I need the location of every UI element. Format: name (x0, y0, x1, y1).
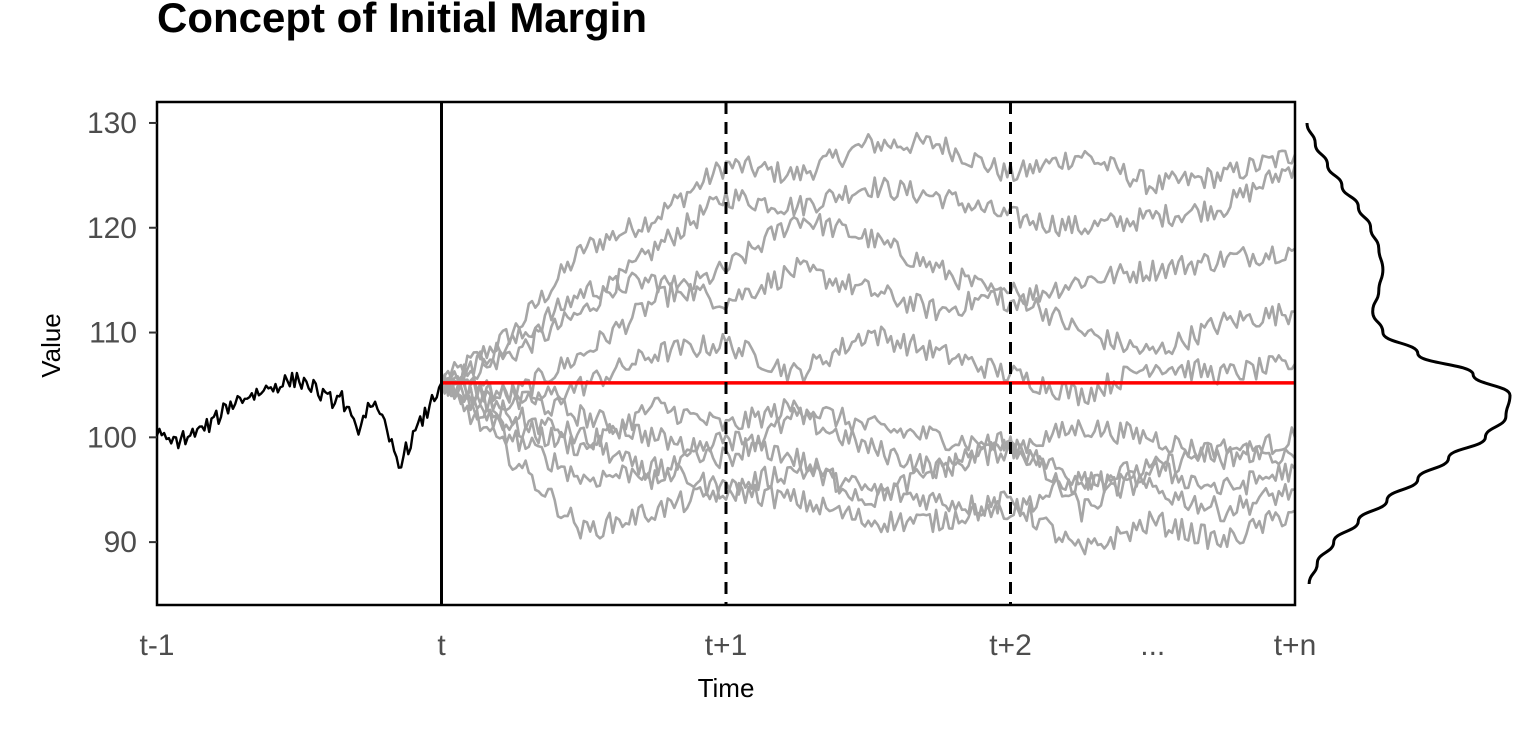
simulation-path-8 (440, 376, 1296, 523)
vertical-lines (440, 102, 1012, 605)
density-curve (1305, 122, 1512, 585)
x-axis: t-1 t t+1 t+2... t+n (139, 629, 1316, 662)
x-tick-label: t (437, 629, 446, 662)
y-axis-title: Value (36, 313, 66, 378)
simulation-path-4 (440, 256, 1295, 384)
x-tick-label: t+1 (705, 629, 748, 662)
simulation-path-6 (440, 373, 1297, 471)
y-axis: 90 100 110 120 130 (87, 107, 157, 559)
x-tick-label: t+n (1274, 629, 1317, 662)
simulation-path-1 (440, 131, 1297, 385)
y-tick-label: 90 (104, 526, 137, 559)
y-tick-label: 130 (87, 107, 137, 140)
simulation-path-2 (440, 164, 1297, 393)
x-axis-title: Time (698, 673, 755, 703)
simulation-path-7 (440, 375, 1296, 491)
y-tick-label: 120 (87, 212, 137, 245)
y-tick-label: 110 (89, 317, 137, 350)
simulation-paths (440, 131, 1297, 556)
simulation-path-5 (440, 325, 1297, 412)
plot-frame (155, 100, 1297, 607)
simulation-path-10 (440, 377, 1297, 523)
x-tick-label: t-1 (139, 629, 174, 662)
history-path-layer (155, 371, 443, 469)
simulation-path-9 (440, 377, 1296, 556)
x-tick-label: t+2 (989, 629, 1032, 662)
chart-title: Concept of Initial Margin (157, 0, 647, 41)
y-tick-label: 100 (87, 421, 137, 454)
x-tick-label: ... (1140, 629, 1165, 662)
history-path (155, 371, 443, 469)
density-layer (1305, 122, 1512, 585)
simulation-path-3 (440, 212, 1296, 403)
